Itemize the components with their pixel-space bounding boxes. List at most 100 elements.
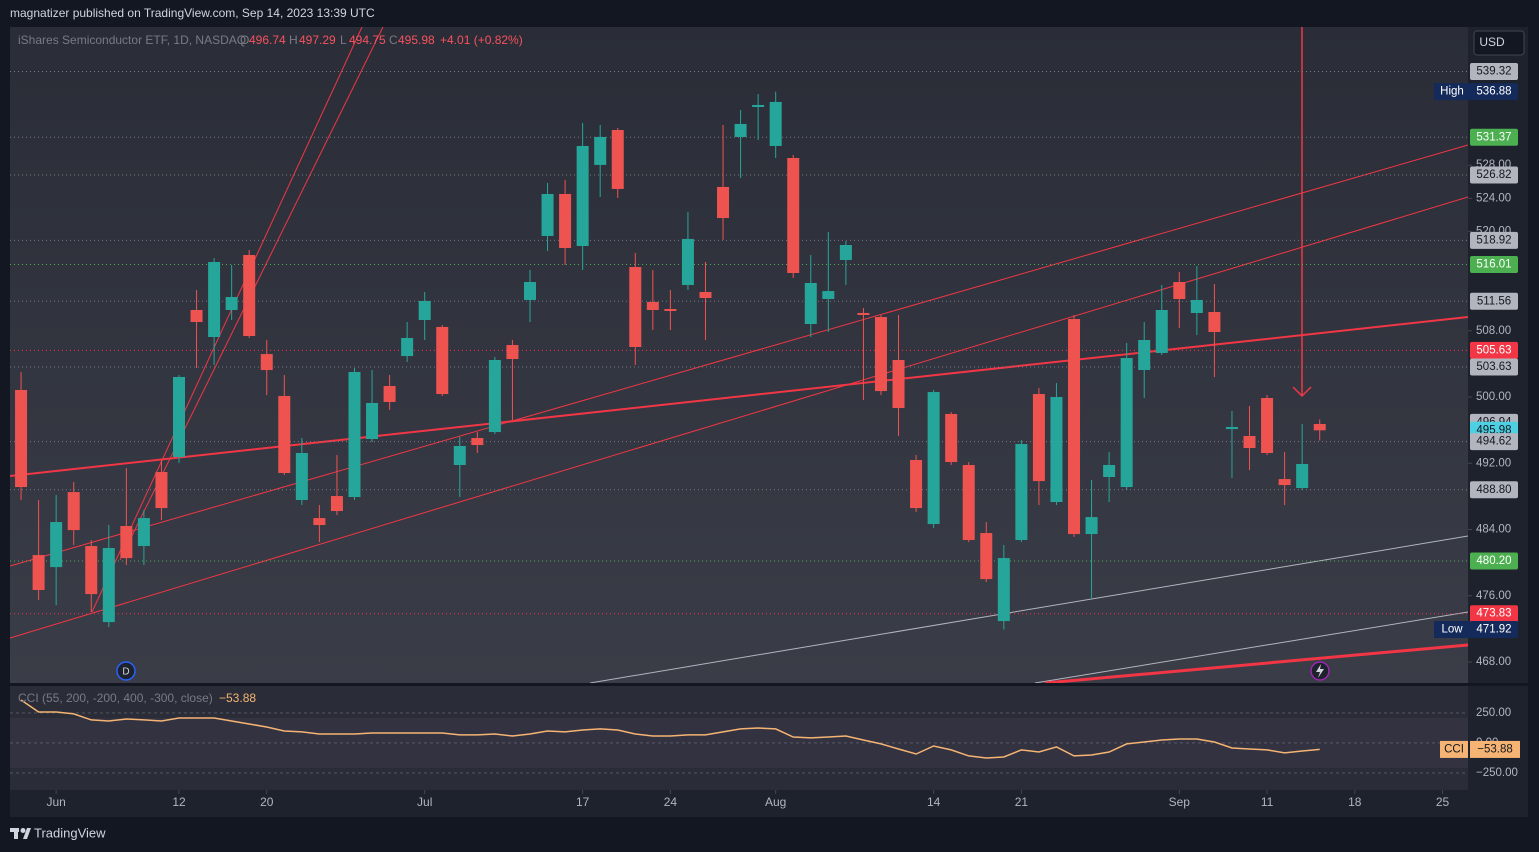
currency[interactable]: USD [1479, 35, 1505, 49]
candle-body [173, 376, 186, 458]
candle-body [278, 396, 291, 474]
price-label-box [1470, 128, 1518, 146]
candles [15, 91, 1326, 630]
candle-body [769, 101, 782, 146]
candle-body [1138, 339, 1151, 371]
cci-tag-box [1440, 740, 1468, 758]
candle-body [1261, 398, 1274, 453]
price-label: 531.37 [1476, 131, 1511, 143]
price-label: 539.32 [1476, 65, 1511, 77]
dividend-marker[interactable] [116, 661, 136, 681]
candle-body [1120, 358, 1133, 488]
cci-tick-label: −250.00 [1476, 767, 1518, 779]
cci-value: −53.88 [219, 691, 256, 705]
trend-line [10, 144, 1468, 567]
price-label: 505.63 [1476, 344, 1511, 356]
price-label: 516.01 [1476, 258, 1511, 270]
candle-body [962, 464, 975, 541]
price-label: 518.92 [1476, 234, 1511, 246]
candle-body [348, 372, 361, 498]
cci-line [20, 699, 1320, 759]
candle-body [997, 558, 1010, 622]
candle-body [50, 522, 63, 568]
price-tag: Low [1441, 624, 1463, 636]
ohlc-value: 497.29 [299, 33, 336, 47]
lightning-icon [1316, 664, 1324, 678]
candle-body [1243, 436, 1256, 449]
cci-tick-label: 250.00 [1476, 707, 1511, 719]
candle-body [401, 337, 414, 357]
price-label: 480.20 [1476, 555, 1511, 567]
price-label-box [1470, 83, 1518, 101]
x-tick-label: Sep [1169, 795, 1191, 809]
x-tick-label: 25 [1436, 795, 1450, 809]
trend-line [1044, 643, 1468, 683]
price-tag-box [1434, 83, 1470, 101]
candle-body [453, 446, 466, 465]
candle-body [611, 129, 624, 189]
price-label-box [1470, 552, 1518, 570]
candle-body [1050, 397, 1063, 503]
candle-body [436, 326, 449, 395]
price-label-box [1470, 358, 1518, 376]
x-tick-label: 21 [1015, 795, 1029, 809]
price-label-box [1470, 62, 1518, 80]
candle-body [32, 555, 45, 591]
candle-body [594, 136, 607, 165]
candle-body [1068, 319, 1081, 535]
candle-body [822, 291, 835, 299]
y-tick-label: 476.00 [1476, 590, 1511, 602]
price-label-box [1470, 341, 1518, 359]
change: +4.01 (+0.82%) [440, 33, 523, 47]
candle-body [225, 297, 238, 310]
candle-body [734, 123, 747, 137]
candle-body [523, 282, 536, 300]
price-label-box [1470, 166, 1518, 184]
candle-body [1085, 517, 1098, 535]
dividend-letter: D [122, 667, 129, 678]
channel-line [589, 535, 1468, 683]
ohlc-value: 494.75 [349, 33, 386, 47]
price-label-box [1470, 481, 1518, 499]
x-tick-label: 17 [576, 795, 590, 809]
price-label: 494.62 [1476, 436, 1511, 448]
price-label-box [1470, 292, 1518, 310]
x-tick-label: Jun [46, 795, 65, 809]
candle-body [646, 301, 659, 310]
price-tag-box [1434, 621, 1470, 639]
candle-body [804, 283, 817, 324]
cci-tag: CCI [1444, 743, 1464, 755]
candle-body [1190, 299, 1203, 313]
ohlc-letter: L [340, 33, 347, 47]
channel-line [1034, 611, 1468, 683]
x-tick-label: 24 [664, 795, 678, 809]
symbol-title: iShares Semiconductor ETF, 1D, NASDAQ [18, 33, 246, 47]
price-label: 471.92 [1476, 624, 1511, 636]
candle-body [366, 402, 379, 439]
x-tick-label: 20 [260, 795, 274, 809]
candle-body [208, 261, 221, 337]
x-tick-label: Aug [765, 795, 786, 809]
currency-button[interactable] [1473, 30, 1525, 56]
candle-body [945, 413, 958, 463]
candle-body [1173, 282, 1186, 299]
y-tick-label: 524.00 [1476, 192, 1511, 204]
trend-line [91, 27, 363, 613]
x-tick-label: Jul [417, 795, 432, 809]
price-label: 511.56 [1477, 295, 1511, 307]
candle-body [681, 238, 694, 285]
candle-body [1015, 444, 1028, 541]
levels [10, 70, 1468, 615]
candle-body [629, 267, 642, 348]
candle-body [1103, 464, 1116, 478]
price-label: 526.82 [1476, 169, 1511, 181]
candle-body [1208, 311, 1221, 333]
brand: TradingView [34, 825, 106, 840]
candle-body [1225, 426, 1238, 430]
y-tick-label: 484.00 [1476, 524, 1511, 536]
candle-body [559, 194, 572, 248]
x-tick-label: 12 [172, 795, 186, 809]
price-label-box [1470, 255, 1518, 273]
published-line: magnatizer published on TradingView.com,… [10, 6, 375, 20]
